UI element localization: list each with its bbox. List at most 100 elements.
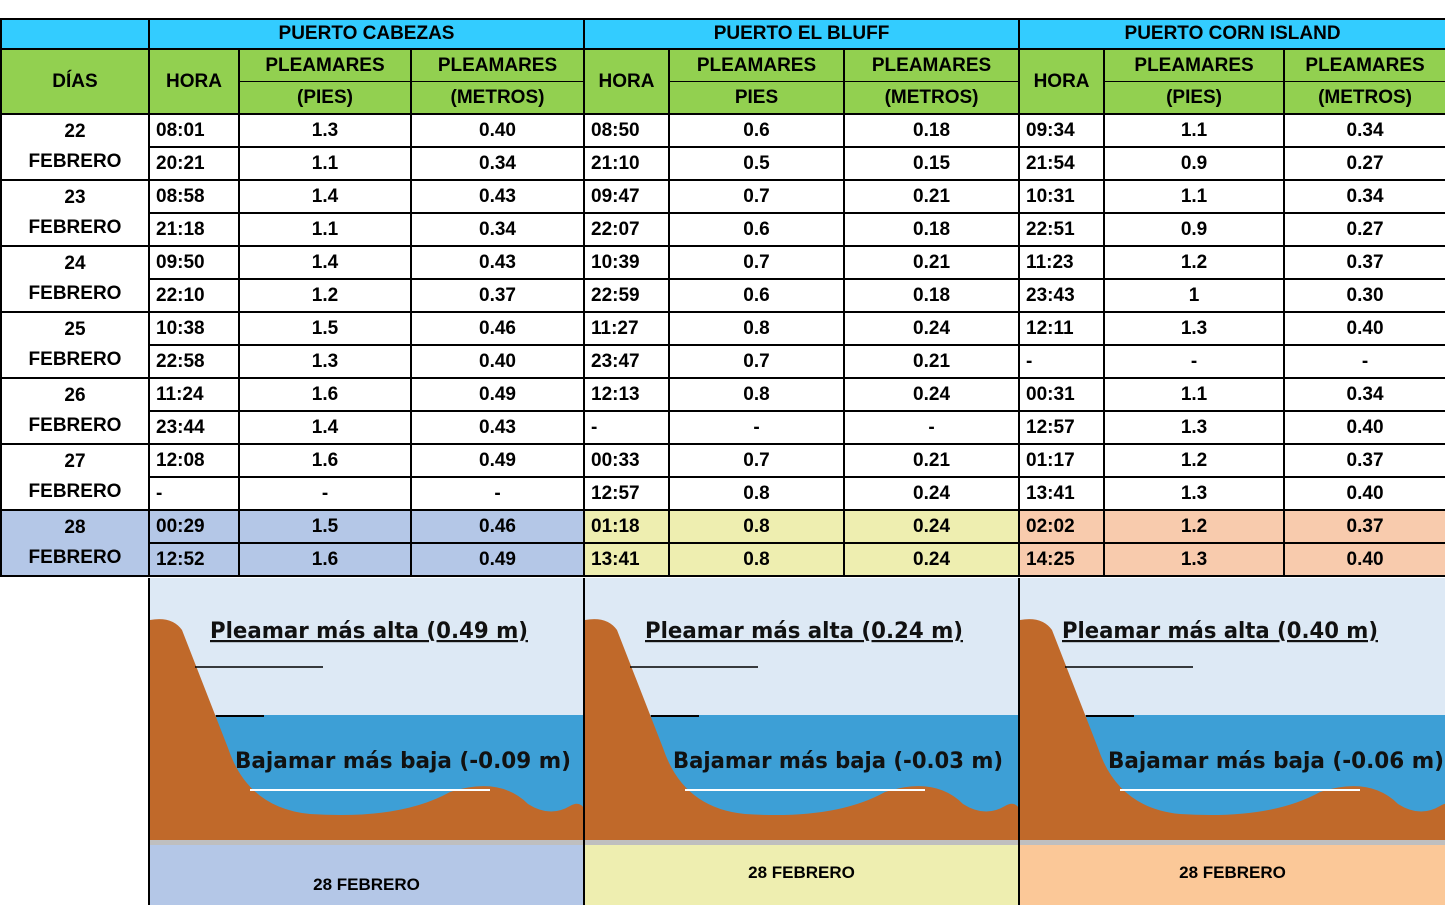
data-row: 12:52 1.6 0.49 13:41 0.8 0.24 14:25 1.3 0.40 bbox=[1, 542, 1445, 577]
cell: 11:27 bbox=[583, 311, 671, 346]
cell: 0.40 bbox=[1283, 476, 1445, 511]
data-row: 28 FEBRERO 00:29 1.5 0.46 01:18 0.8 0.24 02:02 1.… bbox=[0, 509, 1445, 577]
cell: 0.7 bbox=[668, 344, 846, 379]
tide-panel: Pleamar más alta (0.40 m) Bajamar más baj… bbox=[1018, 578, 1445, 845]
ground bbox=[150, 840, 585, 845]
low-tide-label: Bajamar más baja (-0.09 m) bbox=[235, 749, 571, 774]
cell: 0.37 bbox=[1283, 509, 1445, 544]
cell: 1.3 bbox=[1103, 542, 1286, 577]
hora-header: HORA bbox=[583, 48, 671, 115]
cell: 0.40 bbox=[409, 113, 586, 148]
cell: 21:10 bbox=[583, 146, 671, 181]
day-cell: 27 FEBRERO bbox=[0, 443, 150, 511]
cell: 22:59 bbox=[583, 278, 671, 313]
cell: 0.21 bbox=[843, 179, 1021, 214]
cell: - bbox=[1018, 344, 1106, 379]
col-header: PLEAMARES bbox=[843, 48, 1021, 82]
cell: 12:08 bbox=[148, 443, 240, 478]
hora-header: HORA bbox=[148, 48, 240, 115]
cell: 12:57 bbox=[583, 476, 671, 511]
data-row: 25 FEBRERO 10:38 1.5 0.46 11:27 0.8 0.24 12:11 1.… bbox=[0, 311, 1445, 379]
col-header: PLEAMARES bbox=[238, 48, 412, 82]
cell: 0.24 bbox=[843, 311, 1021, 346]
cell: 0.43 bbox=[409, 179, 586, 214]
day-number: 23 bbox=[64, 187, 86, 208]
data-row: - - -12:57 0.8 0.24 13:41 1.3 0.40 bbox=[1, 476, 1445, 511]
cell: 0.34 bbox=[409, 212, 586, 247]
data-row: 23 FEBRERO 08:58 1.4 0.43 09:47 0.7 0.21 10:31 1.… bbox=[0, 179, 1445, 247]
panels: Pleamar más alta (0.49 m) Bajamar más baj… bbox=[148, 578, 1445, 905]
illustration: Pleamar más alta (0.24 m) Bajamar más baj… bbox=[585, 578, 1020, 845]
cell: 1.5 bbox=[238, 509, 412, 544]
data-row: 22:58 1.3 0.40 23:47 0.7 0.21- - - bbox=[1, 344, 1445, 379]
cell: 1.3 bbox=[1103, 410, 1286, 445]
cell: 1.6 bbox=[238, 377, 412, 412]
cell: 0.8 bbox=[668, 476, 846, 511]
cell: 22:07 bbox=[583, 212, 671, 247]
day-month: FEBRERO bbox=[28, 349, 122, 370]
cell: 0.18 bbox=[843, 113, 1021, 148]
cell: 0.24 bbox=[843, 542, 1021, 577]
day-cell: 28 FEBRERO bbox=[0, 509, 150, 577]
cell: 0.24 bbox=[843, 377, 1021, 412]
cell: 01:18 bbox=[583, 509, 671, 544]
col-header: (PIES) bbox=[238, 81, 412, 115]
cell: 22:58 bbox=[148, 344, 240, 379]
cell: 14:25 bbox=[1018, 542, 1106, 577]
cell: - bbox=[668, 410, 846, 445]
cell: 10:39 bbox=[583, 245, 671, 280]
cell: 0.46 bbox=[409, 311, 586, 346]
cell: - bbox=[1283, 344, 1445, 379]
data-row: 20:21 1.1 0.34 21:10 0.5 0.15 21:54 0.9 0.27 bbox=[1, 146, 1445, 181]
cell: 1.1 bbox=[1103, 113, 1286, 148]
cell: 0.37 bbox=[409, 278, 586, 313]
cell: 0.34 bbox=[1283, 179, 1445, 214]
day-cell: 24 FEBRERO bbox=[0, 245, 150, 313]
cell: 0.34 bbox=[1283, 377, 1445, 412]
cell: 0.40 bbox=[1283, 311, 1445, 346]
cell: 0.8 bbox=[668, 377, 846, 412]
cell: 1.1 bbox=[1103, 179, 1286, 214]
cell: 0.8 bbox=[668, 542, 846, 577]
day-month: FEBRERO bbox=[28, 151, 122, 172]
cell: 0.21 bbox=[843, 245, 1021, 280]
cell: 0.7 bbox=[668, 443, 846, 478]
cell: 1.4 bbox=[238, 410, 412, 445]
port-name: PUERTO CORN ISLAND bbox=[1018, 18, 1445, 50]
cell: 0.24 bbox=[843, 509, 1021, 544]
cell: 0.24 bbox=[843, 476, 1021, 511]
col-header: (PIES) bbox=[1103, 81, 1286, 115]
cell: 21:54 bbox=[1018, 146, 1106, 181]
cell: 10:38 bbox=[148, 311, 240, 346]
day-cell: 23 FEBRERO bbox=[0, 179, 150, 247]
low-tide-label: Bajamar más baja (-0.06 m) bbox=[1108, 749, 1444, 774]
cell: 13:41 bbox=[583, 542, 671, 577]
day-month: FEBRERO bbox=[28, 547, 122, 568]
cell: 1.2 bbox=[1103, 509, 1286, 544]
cell: 1.1 bbox=[238, 146, 412, 181]
cell: 1.2 bbox=[238, 278, 412, 313]
data-row: 26 FEBRERO 11:24 1.6 0.49 12:13 0.8 0.24 00:31 1.… bbox=[0, 377, 1445, 445]
cell: 0.18 bbox=[843, 212, 1021, 247]
tide-panel: Pleamar más alta (0.24 m) Bajamar más baj… bbox=[583, 578, 1020, 845]
cliff bbox=[1020, 619, 1445, 840]
port-name: PUERTO CABEZAS bbox=[147, 18, 586, 50]
cell: 09:47 bbox=[583, 179, 671, 214]
illustration: Pleamar más alta (0.40 m) Bajamar más baj… bbox=[1020, 578, 1445, 845]
data-row: 27 FEBRERO 12:08 1.6 0.49 00:33 0.7 0.21 01:17 1.… bbox=[0, 443, 1445, 511]
cell: 0.43 bbox=[409, 410, 586, 445]
cell: 12:13 bbox=[583, 377, 671, 412]
cell: 23:44 bbox=[148, 410, 240, 445]
cliff bbox=[150, 619, 585, 840]
col-header: PIES bbox=[668, 81, 846, 115]
cell: 00:33 bbox=[583, 443, 671, 478]
cell: 1 bbox=[1103, 278, 1286, 313]
day-month: FEBRERO bbox=[28, 283, 122, 304]
cell: 1.5 bbox=[238, 311, 412, 346]
cell: 0.6 bbox=[668, 278, 846, 313]
cell: 08:50 bbox=[583, 113, 671, 148]
cell: 0.37 bbox=[1283, 443, 1445, 478]
cell: 1.1 bbox=[1103, 377, 1286, 412]
date-label: 28 FEBRERO bbox=[1018, 845, 1445, 905]
cell: 22:51 bbox=[1018, 212, 1106, 247]
